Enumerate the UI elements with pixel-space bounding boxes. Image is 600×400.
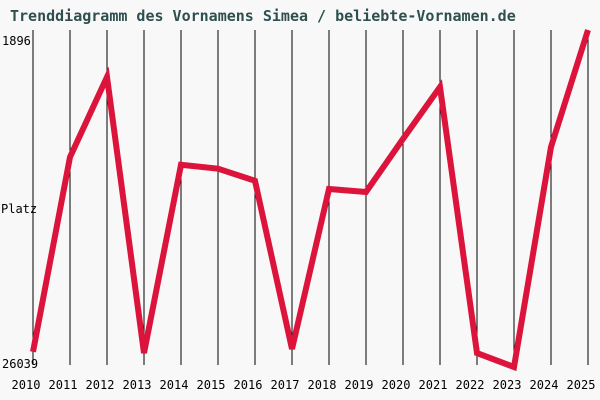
- x-axis-labels: 2010 2011 2012 2013 2014 2015 2016 2017 2018 2019…: [0, 378, 600, 396]
- y-axis-min-label: 26039: [2, 357, 39, 371]
- x-tick-label: 2017: [270, 378, 300, 392]
- y-axis-max-label: 1896: [2, 34, 31, 48]
- x-tick-label: 2019: [344, 378, 374, 392]
- x-tick-label: 2018: [307, 378, 337, 392]
- x-tick-label: 2020: [381, 378, 411, 392]
- x-tick-label: 2025: [566, 378, 596, 392]
- x-tick-label: 2013: [122, 378, 152, 392]
- x-tick-label: 2022: [455, 378, 485, 392]
- x-tick-label: 2023: [492, 378, 522, 392]
- y-axis-title: Platz: [1, 202, 38, 216]
- x-tick-label: 2021: [418, 378, 448, 392]
- x-tick-label: 2011: [48, 378, 78, 392]
- x-tick-label: 2012: [85, 378, 115, 392]
- x-tick-label: 2010: [11, 378, 41, 392]
- chart-title: Trenddiagramm des Vornamens Simea / beli…: [10, 7, 516, 25]
- x-tick-label: 2024: [529, 378, 559, 392]
- x-tick-label: 2014: [159, 378, 189, 392]
- x-tick-label: 2015: [196, 378, 226, 392]
- x-tick-label: 2016: [233, 378, 263, 392]
- trend-line: [30, 29, 591, 372]
